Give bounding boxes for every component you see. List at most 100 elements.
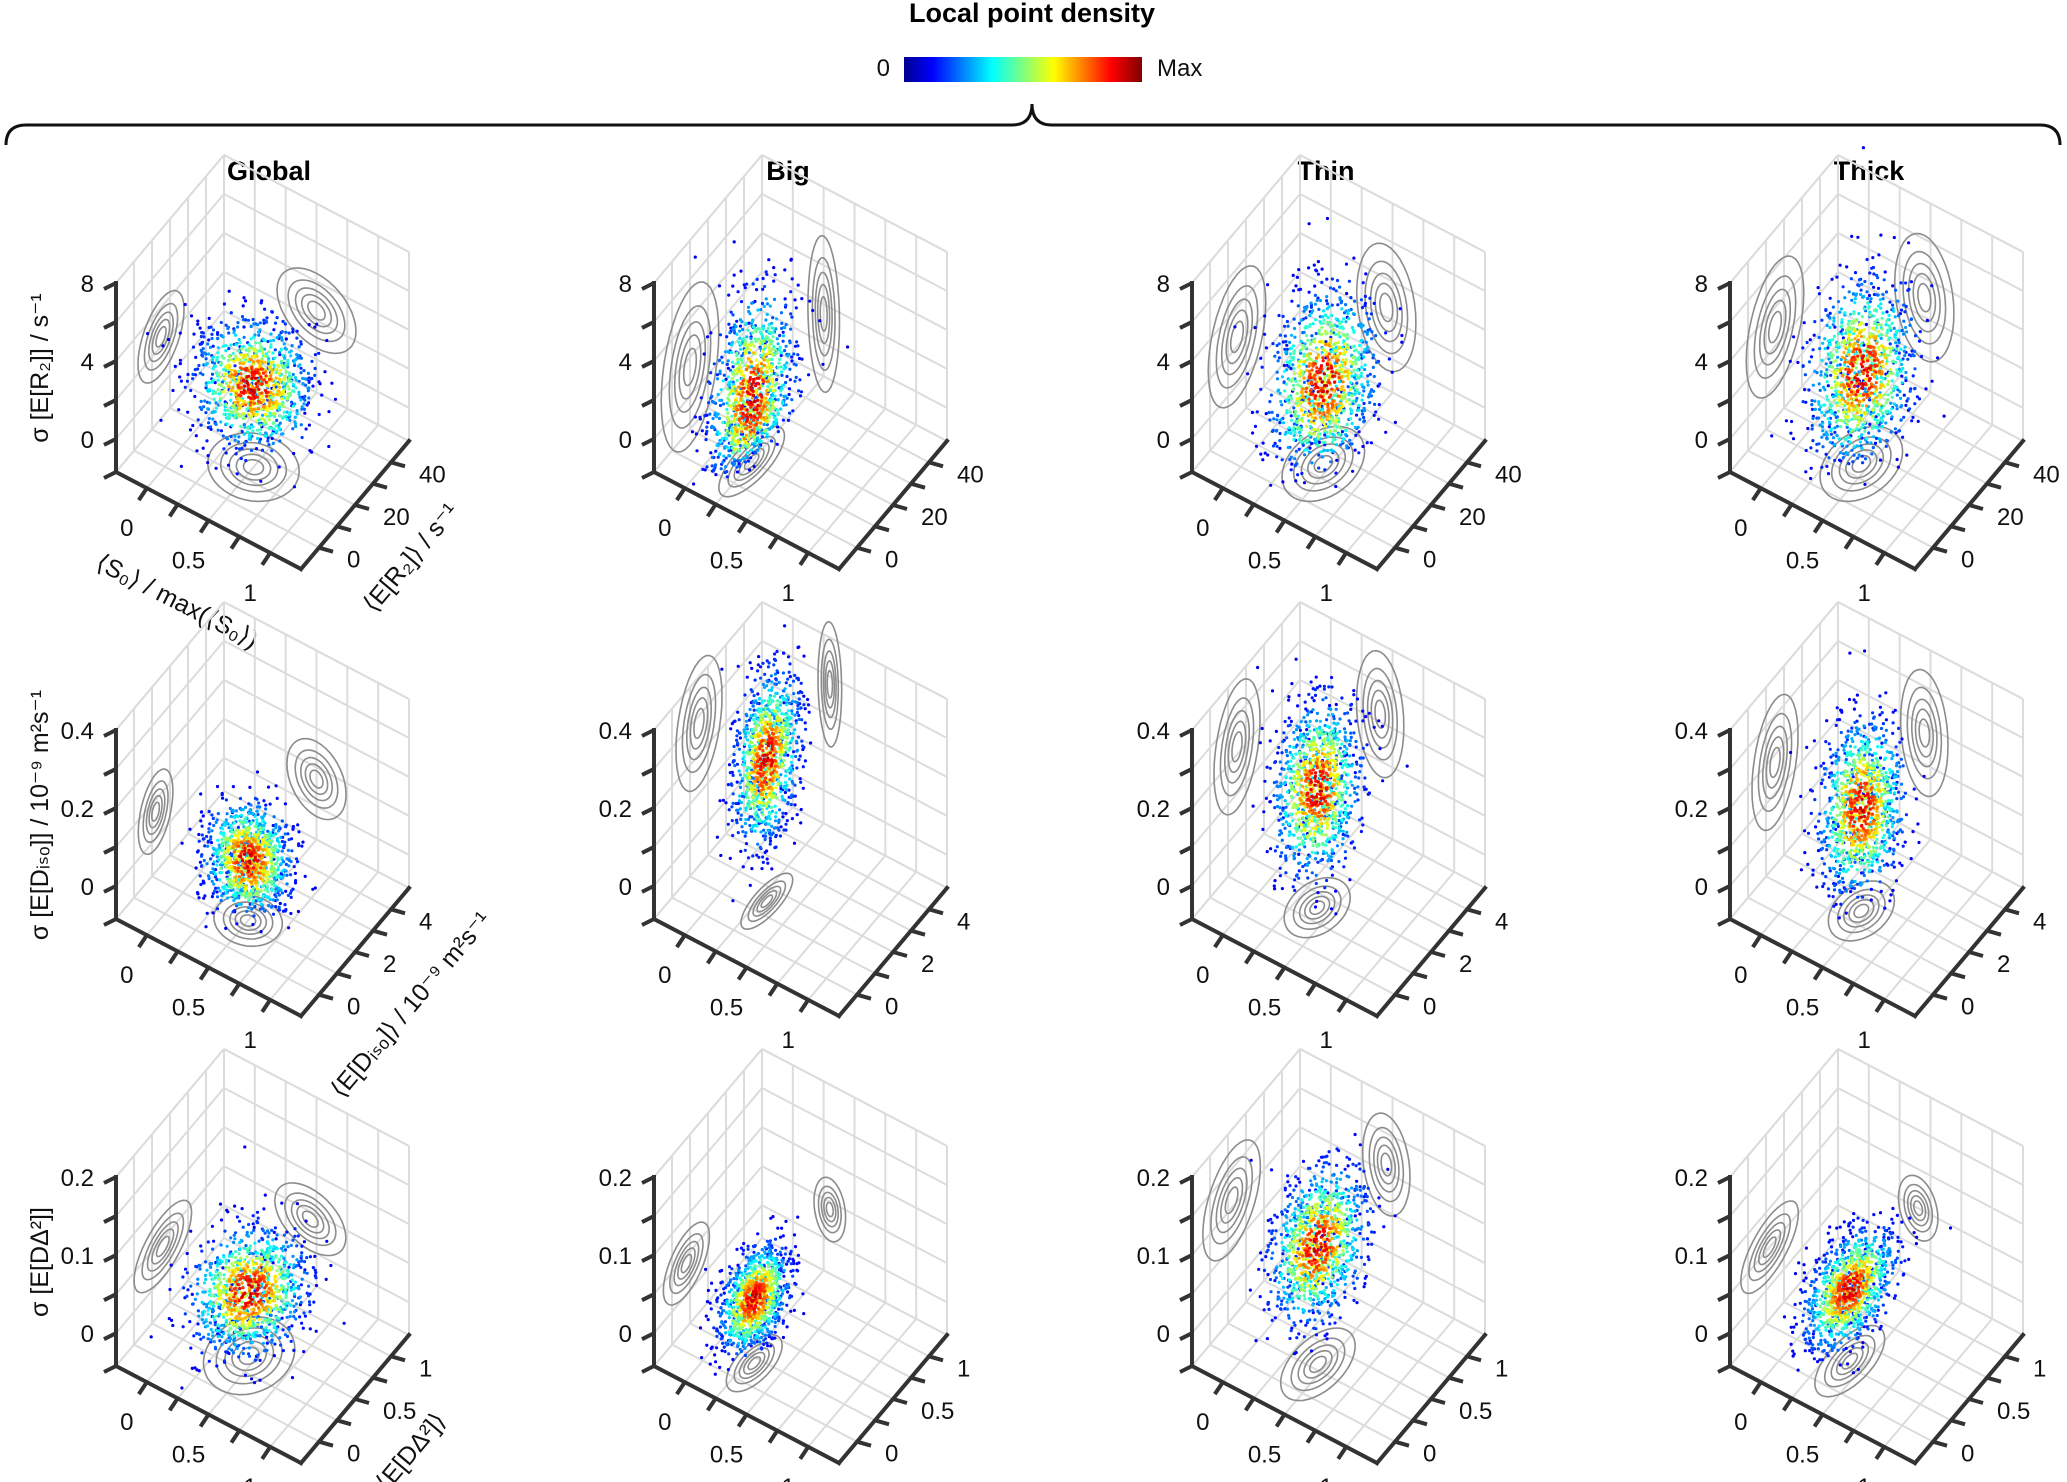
scatter-point: [1369, 312, 1373, 316]
scatter-point: [1362, 415, 1366, 420]
scatter-point: [752, 408, 756, 412]
scatter-point: [1842, 385, 1846, 389]
scatter-point: [1278, 333, 1282, 337]
scatter-point: [271, 898, 275, 902]
scatter-point: [1841, 456, 1845, 460]
scatter-point: [1887, 338, 1891, 342]
scatter-point: [1284, 350, 1288, 354]
scatter-point: [792, 352, 796, 356]
scatter-point: [1892, 402, 1896, 406]
scatter-point: [1874, 399, 1878, 404]
scatter-point: [1847, 348, 1851, 352]
scatter-point: [1344, 303, 1348, 307]
scatter-point: [225, 436, 229, 440]
scatter-point: [1333, 364, 1337, 368]
scatter-point: [271, 441, 275, 445]
scatter-point: [743, 286, 747, 290]
scatter-point: [741, 382, 745, 386]
scatter-point: [768, 342, 772, 347]
scatter-point: [764, 270, 768, 274]
scatter-point: [766, 326, 770, 330]
scatter-point: [1311, 309, 1315, 313]
scatter-point: [1871, 414, 1875, 419]
scatter-point: [257, 407, 261, 411]
scatter-point: [1330, 387, 1334, 391]
scatter-point: [1849, 277, 1853, 281]
scatter-point: [303, 398, 307, 402]
scatter-point: [248, 433, 252, 437]
scatter-point: [1869, 412, 1873, 416]
scatter-point: [746, 357, 750, 361]
scatter-point: [216, 346, 220, 350]
scatter-point: [1809, 466, 1813, 470]
scatter-point: [265, 354, 269, 359]
scatter-point: [256, 428, 260, 432]
scatter-point: [1832, 334, 1836, 338]
scatter-point: [1855, 427, 1859, 431]
scatter-point: [269, 332, 273, 336]
scatter-point: [256, 368, 260, 372]
scatter-point: [295, 409, 299, 413]
scatter-point: [302, 369, 306, 373]
scatter-point: [760, 395, 764, 399]
scatter-point: [1895, 393, 1899, 397]
scatter-point: [1292, 437, 1296, 442]
scatter-point: [1897, 429, 1902, 433]
scatter-point: [1835, 275, 1839, 279]
scatter-point: [1309, 305, 1313, 309]
scatter-point: [726, 359, 730, 363]
z-tick-label: 4: [1157, 349, 1170, 376]
scatter-point: [1886, 393, 1890, 397]
contour-left-wall: [1225, 309, 1249, 365]
scatter-point: [260, 360, 264, 364]
scatter-point: [1807, 388, 1811, 392]
scatter-point: [787, 392, 791, 397]
scatter-point: [789, 258, 793, 262]
scatter-point: [752, 400, 757, 404]
scatter-point: [213, 381, 217, 385]
scatter-point: [1890, 321, 1894, 325]
scatter-point: [300, 435, 304, 440]
scatter-point: [281, 845, 285, 849]
scatter-point: [272, 363, 276, 367]
scatter-point: [1857, 323, 1861, 327]
scatter-point: [1870, 373, 1874, 377]
scatter-point: [755, 376, 760, 380]
scatter-point: [736, 400, 740, 405]
scatter-point: [226, 463, 231, 467]
scatter-point: [731, 313, 735, 317]
scatter-point: [1275, 370, 1279, 374]
scatter-point: [750, 448, 754, 452]
scatter-point: [248, 403, 252, 407]
scatter-point: [238, 361, 242, 365]
scatter-point: [1846, 401, 1850, 405]
scatter-point: [764, 353, 768, 357]
scatter-point: [1259, 387, 1263, 391]
contour-back-wall: [1355, 242, 1417, 373]
scatter-point: [250, 367, 254, 371]
scatter-point: [1849, 397, 1853, 401]
scatter-point: [1829, 432, 1833, 436]
scatter-point: [1850, 298, 1854, 302]
scatter-point: [242, 335, 246, 339]
scatter-point: [211, 328, 216, 332]
scatter-point: [279, 348, 283, 352]
scatter-point: [1820, 318, 1824, 322]
scatter-point: [287, 926, 291, 930]
scatter-point: [227, 442, 232, 446]
scatter-point: [716, 412, 720, 416]
scatter-point: [738, 464, 742, 468]
scatter-point: [729, 326, 733, 330]
scatter-point: [1840, 328, 1845, 332]
scatter-point: [293, 376, 298, 380]
scatter-point: [1275, 444, 1279, 448]
scatter-point: [725, 362, 729, 366]
scatter-point: [771, 389, 775, 393]
scatter-point: [246, 318, 251, 322]
scatter-point: [251, 429, 255, 433]
scatter-point: [770, 330, 774, 335]
scatter-point: [1322, 372, 1326, 376]
scatter-point: [788, 378, 793, 382]
scatter-point: [257, 805, 261, 809]
scatter-point: [762, 339, 766, 343]
